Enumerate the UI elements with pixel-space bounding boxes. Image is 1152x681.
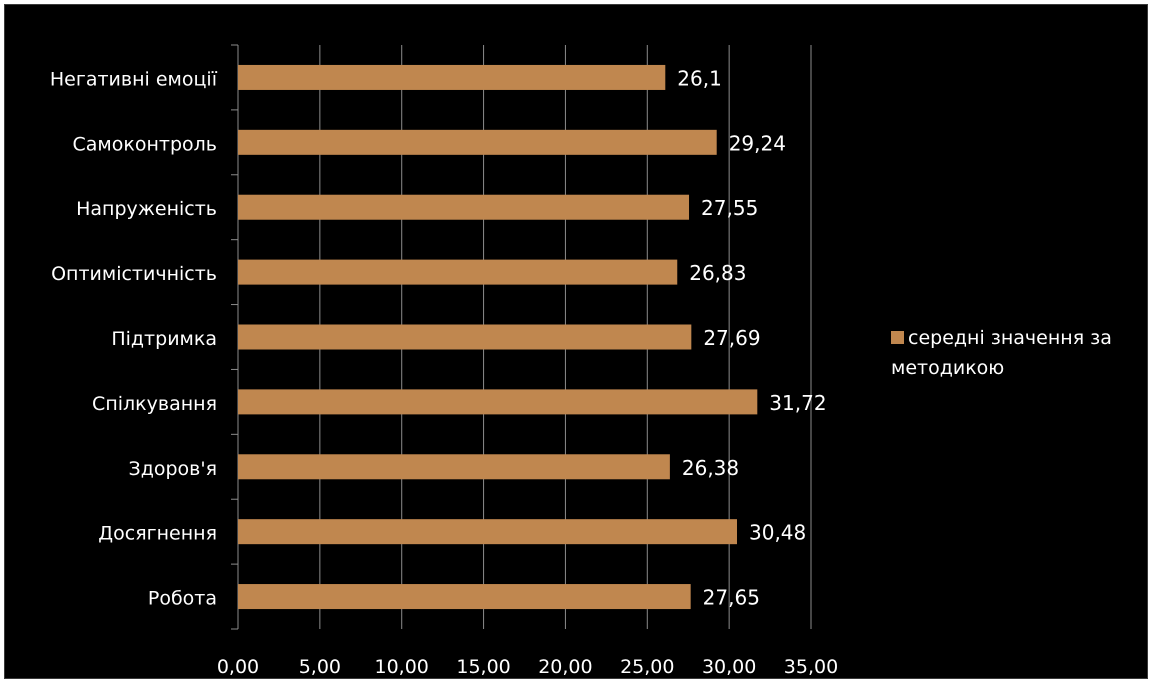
bar [238, 584, 691, 610]
x-tick-labels: 0,00 5,00 10,00 15,00 20,00 25,00 30,00 35,00 [217, 656, 838, 678]
data-label: 30,48 [749, 521, 806, 545]
data-label: 26,38 [682, 456, 739, 480]
bar [238, 389, 758, 415]
legend: середні значення за методикою [891, 323, 1143, 383]
x-tick-label: 10,00 [375, 656, 429, 678]
x-tick-label: 0,00 [217, 656, 259, 678]
data-label: 31,72 [769, 391, 826, 415]
chart-frame: 27,65 30,48 26,38 31,72 27,69 26,83 27,55 29,24… [4, 4, 1148, 679]
bar-chart: 27,65 30,48 26,38 31,72 27,69 26,83 27,55 29,24… [50, 44, 838, 678]
bar [238, 64, 666, 90]
category-label: Напруженість [76, 198, 217, 220]
bar [238, 454, 670, 480]
category-label: Здоров'я [129, 458, 217, 480]
category-label: Негативні емоції [50, 68, 218, 90]
x-tick-label: 15,00 [456, 656, 510, 678]
x-tick-label: 35,00 [784, 656, 838, 678]
x-tick-label: 5,00 [299, 656, 341, 678]
x-tick-label: 25,00 [620, 656, 674, 678]
data-label: 26,1 [677, 66, 722, 90]
bar [238, 194, 690, 220]
x-tick-label: 30,00 [702, 656, 756, 678]
category-label: Робота [148, 588, 217, 610]
category-label: Підтримка [111, 328, 217, 350]
bars [238, 64, 758, 610]
category-label: Оптимістичність [51, 263, 217, 285]
bar [238, 259, 678, 285]
category-label: Спілкування [92, 393, 217, 415]
category-label: Досягнення [98, 523, 217, 545]
bar [238, 129, 717, 155]
data-label: 29,24 [729, 131, 786, 155]
category-label: Самоконтроль [73, 133, 218, 155]
data-label: 27,65 [703, 586, 760, 610]
data-labels: 27,65 30,48 26,38 31,72 27,69 26,83 27,55 29,24… [677, 66, 826, 609]
data-label: 27,55 [701, 196, 758, 220]
legend-swatch [891, 331, 904, 344]
category-axis [231, 44, 239, 630]
data-label: 26,83 [689, 261, 746, 285]
bar [238, 519, 738, 545]
category-labels: Робота Досягнення Здоров'я Спілкування Підтр… [50, 68, 218, 609]
legend-label: середні значення за методикою [891, 327, 1112, 379]
data-label: 27,69 [703, 326, 760, 350]
bar [238, 324, 692, 350]
x-tick-label: 20,00 [538, 656, 592, 678]
